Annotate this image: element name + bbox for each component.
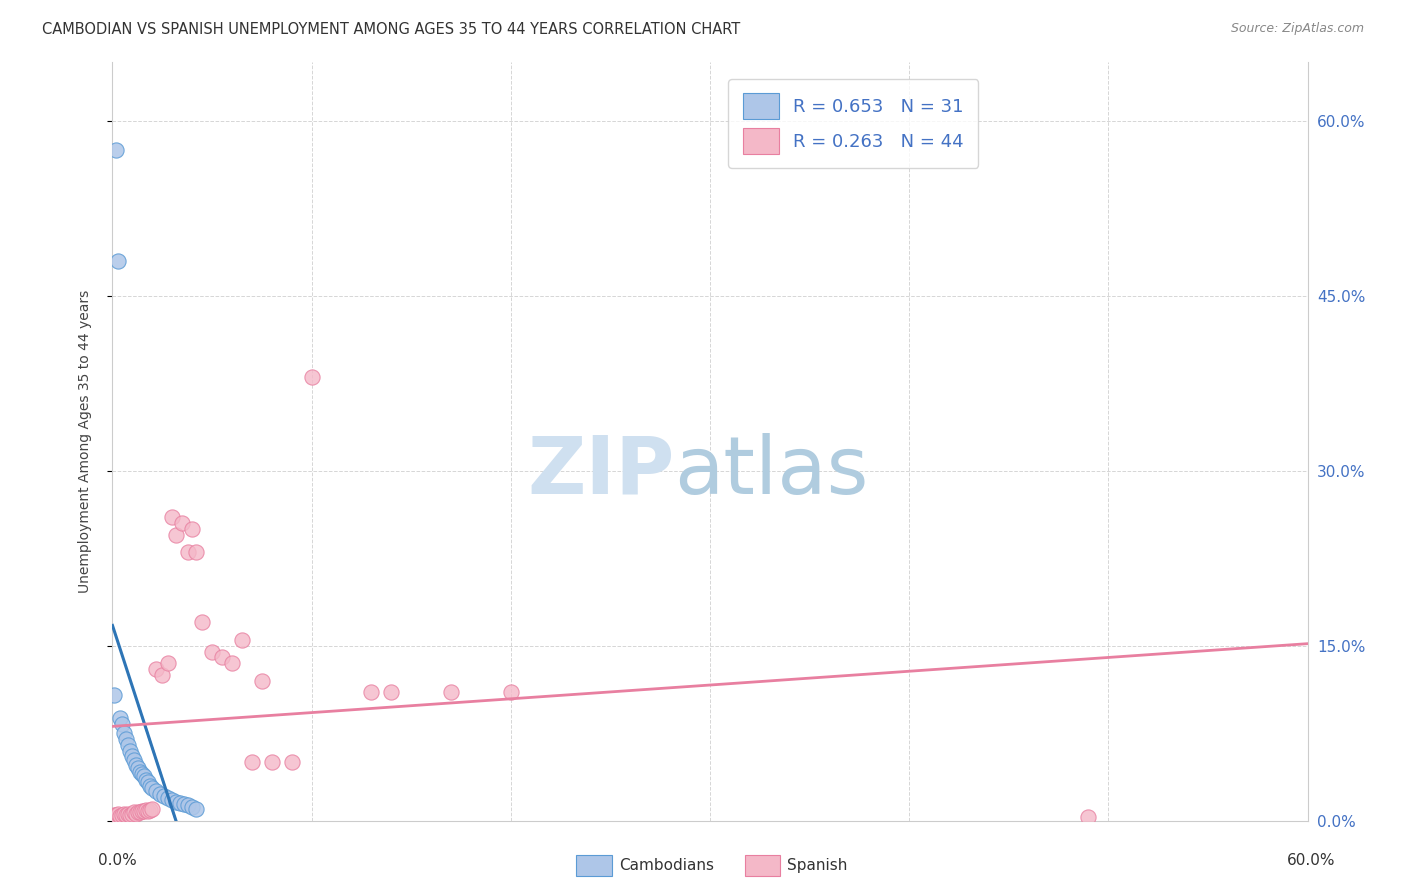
Point [165, 528, 187, 542]
Point [172, 516, 194, 531]
Legend: R = 0.653   N = 31, R = 0.263   N = 44: R = 0.653 N = 31, R = 0.263 N = 44 [728, 79, 979, 168]
Point [240, 756, 263, 770]
Point [186, 545, 208, 559]
Point [162, 792, 183, 806]
Point [111, 807, 134, 822]
Point [211, 650, 233, 665]
Point [181, 799, 204, 814]
Point [131, 805, 153, 819]
Point [139, 779, 162, 793]
Point [165, 795, 187, 809]
Text: 0.0%: 0.0% [98, 854, 138, 868]
Point [145, 784, 167, 798]
Point [141, 802, 163, 816]
Point [360, 685, 382, 699]
Point [127, 805, 149, 820]
Point [121, 749, 143, 764]
Point [105, 143, 128, 157]
Point [153, 789, 176, 804]
Point [281, 756, 304, 770]
Point [129, 764, 152, 779]
Point [149, 787, 172, 801]
Point [131, 767, 153, 781]
FancyBboxPatch shape [745, 855, 780, 876]
Point [110, 809, 132, 823]
Point [107, 806, 129, 821]
Point [124, 753, 146, 767]
Point [138, 805, 160, 819]
Point [499, 685, 522, 699]
Point [173, 797, 195, 812]
Text: ZIP: ZIP [527, 433, 675, 511]
Point [134, 769, 156, 783]
Point [250, 673, 273, 688]
Point [124, 805, 146, 820]
Point [103, 688, 125, 702]
Point [260, 756, 283, 770]
Point [120, 744, 142, 758]
Point [114, 726, 135, 740]
Point [181, 522, 204, 536]
Point [201, 644, 224, 658]
Point [177, 798, 200, 813]
Point [114, 806, 135, 821]
Text: Spanish: Spanish [787, 858, 848, 872]
Point [301, 370, 323, 384]
Point [221, 656, 243, 670]
Point [135, 803, 157, 817]
Point [138, 775, 160, 789]
Point [117, 806, 139, 821]
Text: Cambodians: Cambodians [619, 858, 714, 872]
Point [121, 806, 143, 821]
Point [125, 757, 148, 772]
Point [157, 656, 180, 670]
Point [141, 780, 163, 795]
Point [127, 761, 149, 775]
Point [1077, 810, 1099, 824]
Point [440, 685, 463, 699]
Text: atlas: atlas [675, 433, 869, 511]
Point [380, 685, 402, 699]
Point [107, 253, 129, 268]
Point [129, 805, 152, 820]
Point [139, 803, 162, 817]
Point [186, 802, 208, 816]
Text: CAMBODIAN VS SPANISH UNEMPLOYMENT AMONG AGES 35 TO 44 YEARS CORRELATION CHART: CAMBODIAN VS SPANISH UNEMPLOYMENT AMONG … [42, 22, 741, 37]
Point [105, 807, 128, 822]
Point [169, 796, 191, 810]
Point [231, 632, 253, 647]
Point [120, 807, 142, 822]
Point [191, 615, 214, 630]
Y-axis label: Unemployment Among Ages 35 to 44 years: Unemployment Among Ages 35 to 44 years [77, 290, 91, 593]
Point [117, 738, 139, 752]
Point [125, 806, 148, 821]
Point [115, 731, 138, 746]
Point [103, 807, 125, 822]
Point [145, 662, 167, 676]
Text: 60.0%: 60.0% [1288, 854, 1336, 868]
Point [157, 791, 180, 805]
Text: Source: ZipAtlas.com: Source: ZipAtlas.com [1230, 22, 1364, 36]
Point [150, 668, 173, 682]
Point [135, 772, 157, 787]
Point [134, 805, 156, 819]
Point [111, 716, 134, 731]
Point [110, 711, 132, 725]
FancyBboxPatch shape [576, 855, 612, 876]
Point [115, 807, 138, 822]
Point [162, 510, 183, 524]
Point [177, 545, 200, 559]
